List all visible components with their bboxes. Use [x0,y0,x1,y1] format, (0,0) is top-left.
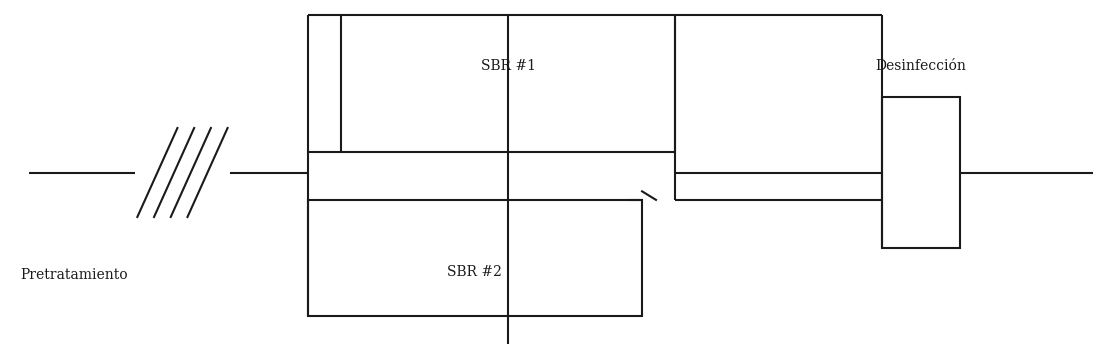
Text: SBR #1: SBR #1 [480,59,536,73]
Text: Desinfección: Desinfección [876,59,966,73]
Text: Pretratamiento: Pretratamiento [20,268,127,282]
Bar [308,200,642,316]
Bar [341,15,676,152]
Bar [881,97,960,248]
Text: SBR #2: SBR #2 [448,265,503,279]
